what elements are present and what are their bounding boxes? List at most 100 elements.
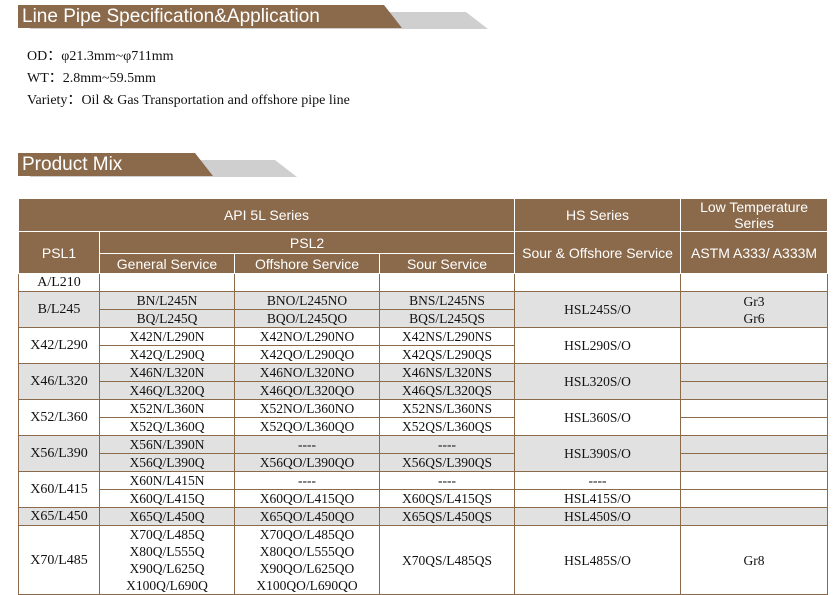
spec-variety: Variety：Oil & Gas Transportation and off… [27, 93, 350, 108]
cell-offshore [234, 273, 380, 292]
cell-sour: X52QS/L360QS [378, 417, 516, 436]
cell-offshore: X52QO/L360QO [234, 417, 380, 436]
cell-general: X42N/L290N [99, 327, 235, 346]
cell-general: X60Q/L415Q [99, 489, 235, 508]
cell-hs: HSL390S/O [514, 435, 682, 472]
cell-general: BQ/L245Q [99, 309, 235, 328]
table-row: X56Q/L390Q X56QO/L390QO X56QS/L390QS [19, 453, 829, 472]
cell-sour: X42NS/L290NS [378, 327, 516, 346]
cell-lt [680, 453, 829, 472]
header-api: API 5L Series [17, 198, 516, 232]
cell-offshore: X65QO/L450QO [234, 507, 380, 526]
cell-lt [680, 363, 829, 382]
table-row: X46/L320 X46N/L320N X46NO/L320NO X46NS/L320… [18, 363, 829, 400]
cell-lt [680, 273, 829, 292]
cell-sour: BQS/L245QS [378, 309, 516, 328]
cell-hs: ---- [514, 471, 682, 490]
cell-general: X42Q/L290Q [99, 345, 235, 364]
header-general: General Service [99, 253, 235, 274]
table-body: A/L210 B/L245 BN/L245N BNO/L245NO BNS/L245NS… [18, 273, 829, 595]
cell-general: X46N/L320N [99, 363, 235, 382]
header-psl2: PSL2 [98, 231, 516, 254]
cell-hs: HSL245S/O [514, 291, 682, 328]
cell-sour: X56QS/L390QS [378, 453, 516, 472]
spec-od: OD：φ21.3mm~φ711mm [27, 49, 174, 64]
cell-general: BN/L245N [99, 291, 235, 310]
cell-offshore: X70QO/L485QO X80QO/L555QO X90QO/L625QO X… [234, 525, 380, 595]
cell-hs: HSL485S/O [514, 525, 682, 595]
cell-general: X52N/L360N [99, 399, 235, 418]
spec-list: OD：φ21.3mm~φ711mm WT：2.8mm~59.5mm Variet… [27, 46, 350, 112]
cell-general: X60N/L415N [99, 471, 235, 490]
cell-offshore: X60QO/L415QO [234, 489, 380, 508]
header-sour: Sour Service [378, 253, 516, 274]
cell-sour: X42QS/L290QS [378, 345, 516, 364]
cell-sour: X46QS/L320QS [378, 381, 516, 400]
section-title: Product Mix [22, 154, 123, 175]
table-row: X60Q/L415Q X60QO/L415QO X60QS/L415QS HSL415… [19, 489, 829, 508]
cell-lt [680, 507, 829, 526]
cell-sour: BNS/L245NS [378, 291, 516, 310]
cell-lt: Gr3 Gr6 [680, 291, 829, 328]
cell-hs: HSL360S/O [514, 399, 682, 436]
header-astm: ASTM A333/ A333M [680, 231, 829, 274]
table-row: B/L245 BN/L245N BNO/L245NO BNS/L245NS HSL245… [18, 291, 829, 328]
cell-lt [680, 417, 829, 436]
cell-offshore: ---- [234, 435, 380, 454]
cell-sour: X46NS/L320NS [378, 363, 516, 382]
cell-lt [680, 399, 829, 418]
table-row: X60/L415 X60N/L415N ---- ---- ---- [18, 471, 829, 508]
cell-offshore: BQO/L245QO [234, 309, 380, 328]
table-row: X56/L390 X56N/L390N ---- ---- HSL390S/O [18, 435, 829, 472]
header-lt: Low Temperature Series [680, 198, 829, 232]
cell-sour [378, 273, 516, 292]
cell-offshore: X46NO/L320NO [234, 363, 380, 382]
cell-offshore: BNO/L245NO [234, 291, 380, 310]
cell-general: X46Q/L320Q [99, 381, 235, 400]
table-row: X70/L485 X70Q/L485Q X80Q/L555Q X90Q/L625Q… [18, 525, 829, 595]
table-row: A/L210 [18, 273, 829, 292]
header-offshore: Offshore Service [234, 253, 380, 274]
cell-psl1: B/L245 [18, 291, 100, 328]
cell-sour: X70QS/L485QS [378, 525, 516, 595]
table-row: X52Q/L360Q X52QO/L360QO X52QS/L360QS [19, 417, 829, 436]
cell-sour: ---- [378, 435, 516, 454]
cell-psl1: X42/L290 [18, 327, 100, 364]
cell-lt [680, 327, 829, 364]
cell-psl1: A/L210 [18, 273, 100, 292]
cell-psl1: X56/L390 [18, 435, 100, 472]
cell-hs: HSL320S/O [514, 363, 682, 400]
cell-hs [514, 273, 682, 292]
cell-lt [680, 471, 829, 490]
cell-sour: X52NS/L360NS [378, 399, 516, 418]
cell-general: X56N/L390N [99, 435, 235, 454]
cell-lt [680, 381, 829, 400]
table-row: X46Q/L320Q X46QO/L320QO X46QS/L320QS [19, 381, 829, 400]
cell-psl1: X60/L415 [18, 471, 100, 508]
cell-lt [680, 489, 829, 508]
cell-general [99, 273, 235, 292]
cell-psl1: X52/L360 [18, 399, 100, 436]
table-row: X65/L450 X65Q/L450Q X65QO/L450QO X65QS/L450… [18, 507, 829, 526]
header-psl1: PSL1 [18, 231, 100, 274]
cell-psl1: X46/L320 [18, 363, 100, 400]
product-mix-table: API 5L Series HS Series Low Temperature … [17, 198, 829, 595]
cell-sour: X60QS/L415QS [378, 489, 516, 508]
cell-lt: Gr8 [680, 525, 829, 595]
cell-psl1: X70/L485 [18, 525, 100, 595]
cell-general: X65Q/L450Q [99, 507, 235, 526]
cell-hs: HSL290S/O [514, 327, 682, 364]
cell-lt [680, 435, 829, 454]
cell-general: X56Q/L390Q [99, 453, 235, 472]
header-hs: HS Series [514, 198, 682, 232]
section-banner-spec: Line Pipe Specification&Application [18, 5, 488, 28]
spec-wt: WT：2.8mm~59.5mm [27, 71, 156, 86]
table-row: X42/L290 X42N/L290N X42NO/L290NO X42NS/L290… [18, 327, 829, 364]
cell-psl1: X65/L450 [18, 507, 100, 526]
table-row: X52/L360 X52N/L360N X52NO/L360NO X52NS/L360… [18, 399, 829, 436]
cell-offshore: X42NO/L290NO [234, 327, 380, 346]
cell-offshore: X56QO/L390QO [234, 453, 380, 472]
section-banner-product-mix: Product Mix [18, 153, 298, 176]
cell-general: X70Q/L485Q X80Q/L555Q X90Q/L625Q X100Q/L… [99, 525, 235, 595]
header-sour-offshore: Sour & Offshore Service [514, 231, 682, 274]
